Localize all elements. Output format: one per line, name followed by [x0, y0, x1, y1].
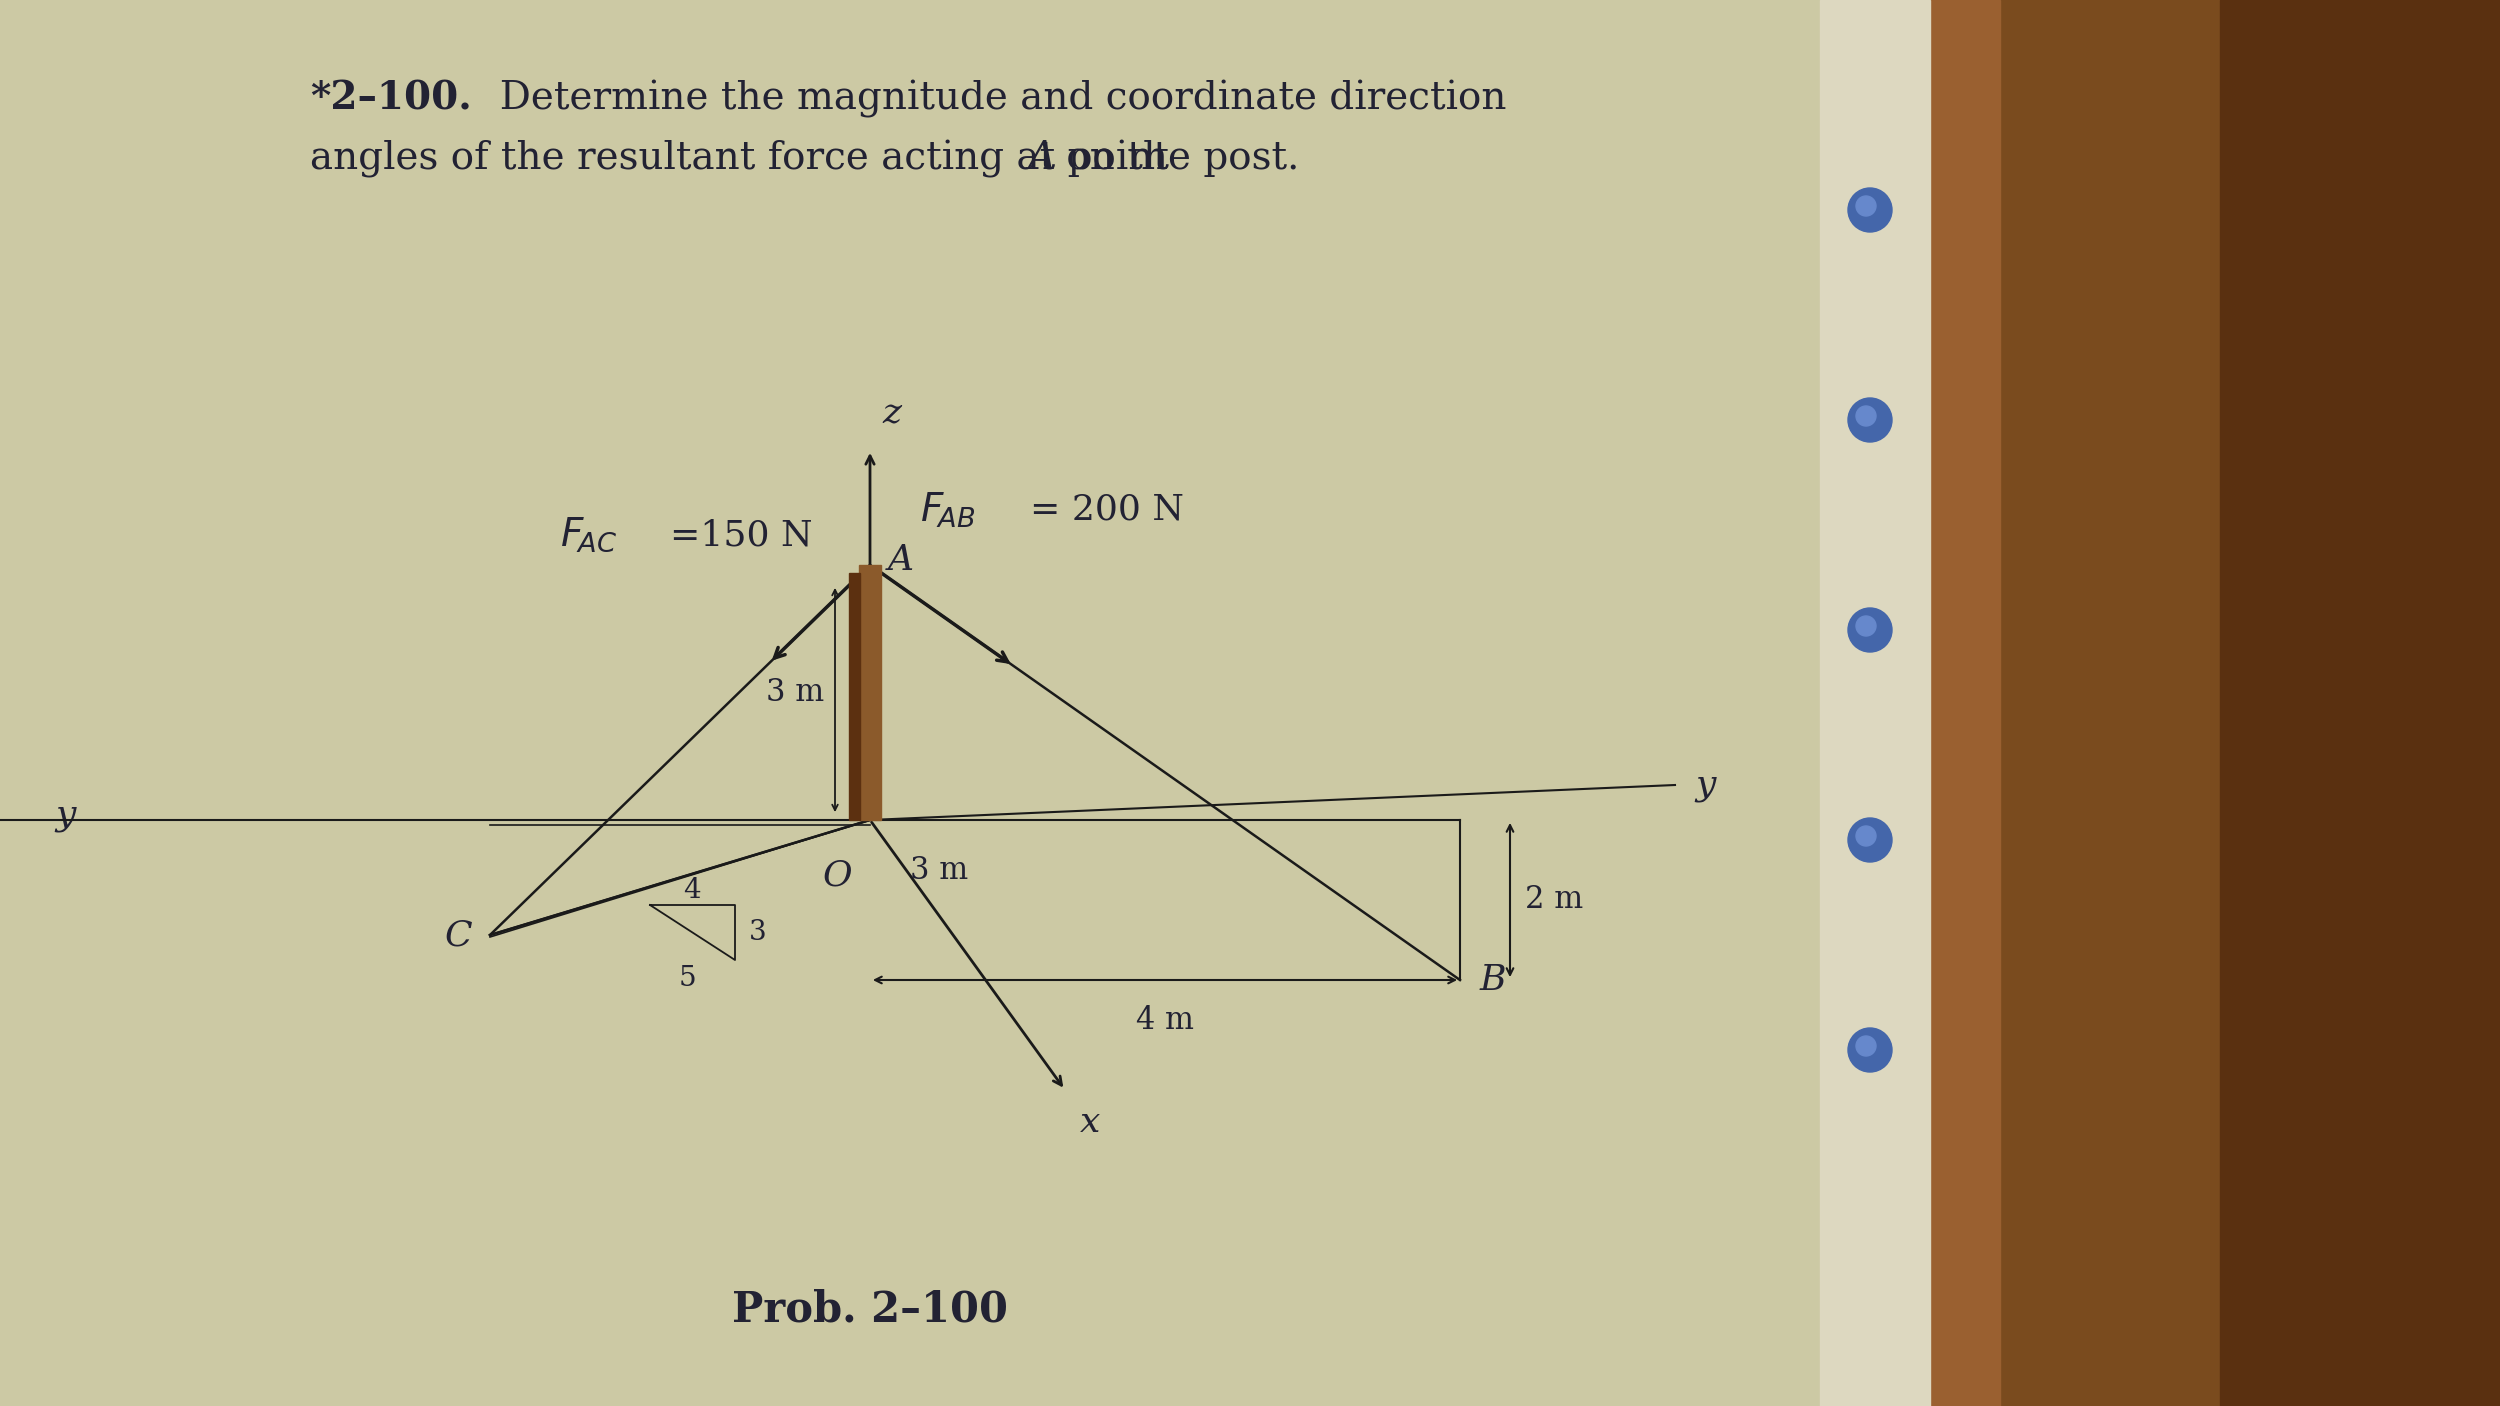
Bar	[860, 565, 880, 820]
Circle shape	[1855, 406, 1875, 426]
Bar	[1825, 815, 1895, 865]
Text: 4 m: 4 m	[1135, 1005, 1195, 1036]
Circle shape	[1855, 825, 1875, 846]
Text: 5: 5	[678, 965, 695, 991]
Bar	[1825, 186, 1895, 235]
Text: z: z	[882, 396, 900, 430]
Circle shape	[1848, 818, 1892, 862]
Text: A: A	[888, 543, 915, 576]
Text: y: y	[55, 799, 75, 832]
Text: y: y	[1695, 768, 1715, 801]
Text: 4: 4	[682, 877, 700, 904]
Circle shape	[1848, 607, 1892, 652]
Text: 2 m: 2 m	[1525, 884, 1582, 915]
Circle shape	[1855, 195, 1875, 217]
Circle shape	[1848, 188, 1892, 232]
Circle shape	[1848, 398, 1892, 441]
Bar	[1920, 0, 2000, 1406]
Text: O: O	[822, 858, 852, 891]
Circle shape	[1855, 616, 1875, 636]
Text: *2–100.: *2–100.	[310, 80, 472, 118]
Text: x: x	[1080, 1105, 1100, 1139]
Text: Prob. 2–100: Prob. 2–100	[732, 1289, 1008, 1331]
Text: Determine the magnitude and coordinate direction: Determine the magnitude and coordinate d…	[475, 80, 1508, 118]
Text: $F_{\!AC}$: $F_{\!AC}$	[560, 516, 618, 554]
Text: on the post.: on the post.	[1055, 141, 1300, 177]
Text: =150 N: =150 N	[670, 517, 812, 553]
Text: C: C	[445, 918, 472, 952]
Circle shape	[1855, 1036, 1875, 1056]
Text: B: B	[1480, 963, 1508, 997]
Text: $F_{\!AB}$: $F_{\!AB}$	[920, 491, 975, 530]
Text: A: A	[1028, 141, 1055, 177]
Bar	[1820, 0, 1930, 1406]
Bar	[1920, 0, 2500, 1406]
Bar	[1825, 1025, 1895, 1076]
Text: angles of the resultant force acting at point: angles of the resultant force acting at …	[310, 141, 1182, 179]
Bar	[850, 574, 860, 820]
Bar	[1825, 605, 1895, 655]
Text: 3 m: 3 m	[910, 855, 968, 886]
Bar	[2220, 0, 2500, 1406]
Text: 3: 3	[750, 918, 768, 945]
Bar	[1825, 395, 1895, 446]
Circle shape	[1848, 1028, 1892, 1071]
Text: = 200 N: = 200 N	[1030, 494, 1185, 527]
Text: 3 m: 3 m	[765, 678, 825, 709]
